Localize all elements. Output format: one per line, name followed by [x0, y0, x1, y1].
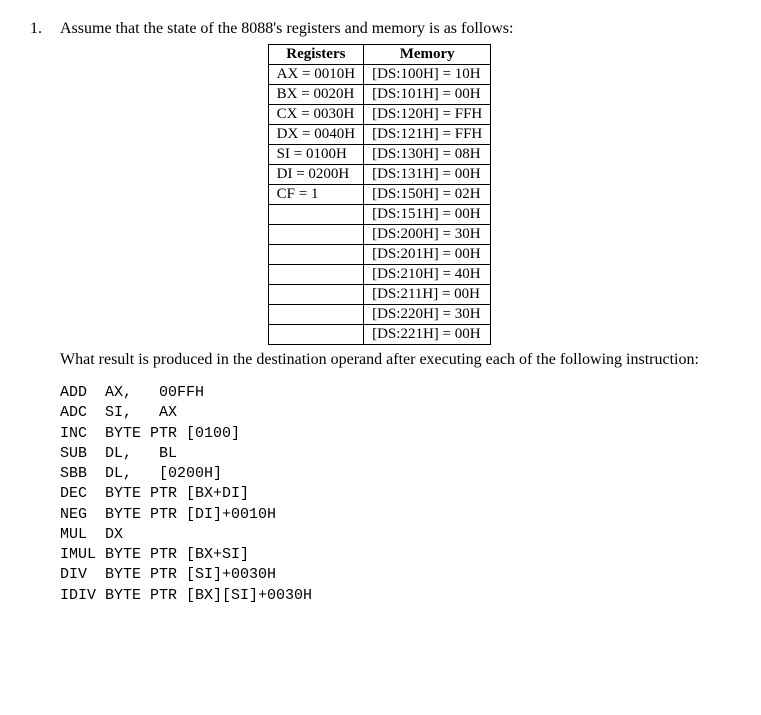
table-row: [DS:151H] = 00H [268, 205, 491, 225]
memory-cell: [DS:120H] = FFH [364, 105, 491, 125]
memory-cell: [DS:100H] = 10H [364, 65, 491, 85]
register-cell: CF = 1 [268, 185, 363, 205]
memory-cell: [DS:121H] = FFH [364, 125, 491, 145]
instruction-line: DIV BYTE PTR [SI]+0030H [60, 565, 699, 585]
table-row: AX = 0010H[DS:100H] = 10H [268, 65, 491, 85]
register-cell: BX = 0020H [268, 85, 363, 105]
memory-cell: [DS:150H] = 02H [364, 185, 491, 205]
instruction-line: MUL DX [60, 525, 699, 545]
register-cell [268, 265, 363, 285]
register-cell [268, 325, 363, 345]
question-body: Assume that the state of the 8088's regi… [60, 20, 699, 606]
register-cell [268, 305, 363, 325]
table-row: [DS:220H] = 30H [268, 305, 491, 325]
table-row: [DS:201H] = 00H [268, 245, 491, 265]
table-row: [DS:221H] = 00H [268, 325, 491, 345]
instruction-line: SUB DL, BL [60, 444, 699, 464]
register-cell [268, 285, 363, 305]
instruction-line: SBB DL, [0200H] [60, 464, 699, 484]
table-row: CF = 1[DS:150H] = 02H [268, 185, 491, 205]
prompt-before: Assume that the state of the 8088's regi… [60, 20, 699, 38]
table-row: DX = 0040H[DS:121H] = FFH [268, 125, 491, 145]
state-table-wrap: Registers Memory AX = 0010H[DS:100H] = 1… [60, 44, 699, 345]
register-cell [268, 205, 363, 225]
header-registers: Registers [268, 45, 363, 65]
instruction-line: INC BYTE PTR [0100] [60, 424, 699, 444]
table-row: [DS:210H] = 40H [268, 265, 491, 285]
memory-cell: [DS:131H] = 00H [364, 165, 491, 185]
memory-cell: [DS:210H] = 40H [364, 265, 491, 285]
register-cell: SI = 0100H [268, 145, 363, 165]
register-cell [268, 245, 363, 265]
memory-cell: [DS:130H] = 08H [364, 145, 491, 165]
memory-cell: [DS:221H] = 00H [364, 325, 491, 345]
table-row: DI = 0200H[DS:131H] = 00H [268, 165, 491, 185]
register-cell: DX = 0040H [268, 125, 363, 145]
memory-cell: [DS:151H] = 00H [364, 205, 491, 225]
register-cell: DI = 0200H [268, 165, 363, 185]
instruction-line: ADC SI, AX [60, 403, 699, 423]
table-row: SI = 0100H[DS:130H] = 08H [268, 145, 491, 165]
table-row: BX = 0020H[DS:101H] = 00H [268, 85, 491, 105]
question-number: 1. [30, 20, 48, 606]
question-container: 1. Assume that the state of the 8088's r… [30, 20, 731, 606]
header-memory: Memory [364, 45, 491, 65]
instruction-line: DEC BYTE PTR [BX+DI] [60, 484, 699, 504]
table-row: [DS:200H] = 30H [268, 225, 491, 245]
memory-cell: [DS:101H] = 00H [364, 85, 491, 105]
table-header-row: Registers Memory [268, 45, 491, 65]
memory-cell: [DS:201H] = 00H [364, 245, 491, 265]
table-row: [DS:211H] = 00H [268, 285, 491, 305]
table-row: CX = 0030H[DS:120H] = FFH [268, 105, 491, 125]
instruction-line: IMUL BYTE PTR [BX+SI] [60, 545, 699, 565]
instruction-line: IDIV BYTE PTR [BX][SI]+0030H [60, 586, 699, 606]
instruction-line: NEG BYTE PTR [DI]+0010H [60, 505, 699, 525]
register-cell: CX = 0030H [268, 105, 363, 125]
instruction-line: ADD AX, 00FFH [60, 383, 699, 403]
memory-cell: [DS:220H] = 30H [364, 305, 491, 325]
memory-cell: [DS:200H] = 30H [364, 225, 491, 245]
instruction-block: ADD AX, 00FFHADC SI, AXINC BYTE PTR [010… [60, 383, 699, 606]
register-cell [268, 225, 363, 245]
state-table: Registers Memory AX = 0010H[DS:100H] = 1… [268, 44, 492, 345]
prompt-after: What result is produced in the destinati… [60, 351, 699, 369]
register-cell: AX = 0010H [268, 65, 363, 85]
memory-cell: [DS:211H] = 00H [364, 285, 491, 305]
